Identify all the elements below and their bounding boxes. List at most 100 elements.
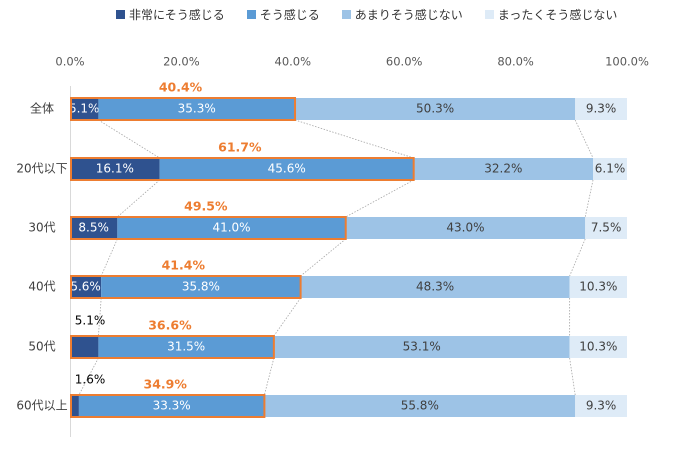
bar-segment <box>273 336 570 358</box>
data-label: 43.0% <box>446 221 484 235</box>
legend-label-not-at-all: まったくそう感じない <box>497 8 618 22</box>
x-tick-label: 80.0% <box>497 55 534 69</box>
bar-segment <box>78 395 265 417</box>
data-label: 8.5% <box>78 221 109 235</box>
x-tick-label: 20.0% <box>163 55 200 69</box>
legend-swatch-very-much <box>116 10 125 19</box>
legend-label-somewhat: そう感じる <box>259 8 320 22</box>
data-label: 5.1% <box>69 102 100 116</box>
category-label: 60代以上 <box>16 399 67 413</box>
data-label: 45.6% <box>268 162 306 176</box>
bar-segment <box>159 158 414 180</box>
data-label: 41.0% <box>212 221 250 235</box>
category-label: 50代 <box>28 340 55 354</box>
bar-segment <box>70 217 118 239</box>
data-label: 48.3% <box>416 280 454 294</box>
highlight-total-label: 34.9% <box>144 377 188 392</box>
highlight-total-label: 40.4% <box>159 80 203 95</box>
legend-swatch-not-at-all <box>484 10 494 19</box>
highlight-total-label: 36.6% <box>148 318 192 333</box>
highlight-box <box>70 335 275 359</box>
series-connector-line <box>117 179 160 218</box>
series-connector-line <box>574 119 594 159</box>
data-label-outside: 5.1% <box>75 314 106 328</box>
series-connector-line <box>98 119 160 159</box>
data-label: 32.2% <box>484 162 522 176</box>
bar-segment <box>569 336 627 358</box>
legend-item-not-at-all: まったくそう感じない <box>484 6 618 23</box>
bar-segment <box>585 217 627 239</box>
bar-segment <box>295 98 576 120</box>
highlight-box <box>70 97 297 121</box>
x-tick-label: 0.0% <box>55 55 84 69</box>
legend-item-very-much: 非常にそう感じる <box>116 6 225 23</box>
series-connector-line <box>78 357 99 396</box>
series-connector-line <box>584 179 594 218</box>
category-label: 20代以下 <box>16 162 67 176</box>
data-label: 53.1% <box>403 340 441 354</box>
legend-label-not-much: あまりそう感じない <box>354 8 463 22</box>
series-connector-line <box>273 297 301 337</box>
series-connector-line <box>100 238 118 277</box>
bar-segment <box>300 276 570 298</box>
legend: 非常にそう感じる そう感じる あまりそう感じない まったくそう感じない <box>116 6 617 23</box>
x-tick-label: 60.0% <box>386 55 423 69</box>
bar-segment <box>569 276 627 298</box>
bar-segment <box>264 395 576 417</box>
highlight-box <box>70 157 415 181</box>
legend-swatch-not-much <box>341 10 351 19</box>
data-label: 9.3% <box>586 399 617 413</box>
data-label-outside: 1.6% <box>75 373 106 387</box>
bar-segment <box>98 336 274 358</box>
bar-segment <box>98 98 296 120</box>
legend-item-not-much: あまりそう感じない <box>341 6 463 23</box>
series-connector-line <box>569 357 576 396</box>
data-label: 35.8% <box>182 280 220 294</box>
x-tick-label: 100.0% <box>605 55 649 69</box>
highlight-total-label: 41.4% <box>162 258 206 273</box>
data-label: 5.6% <box>70 280 101 294</box>
series-connector-line <box>300 238 346 277</box>
bar-segment <box>575 395 627 417</box>
bar-segment <box>70 395 79 417</box>
data-label: 33.3% <box>153 399 191 413</box>
series-connector-line <box>345 179 414 218</box>
category-label: 30代 <box>28 221 55 235</box>
legend-label-very-much: 非常にそう感じる <box>129 8 225 22</box>
data-label: 10.3% <box>579 340 617 354</box>
bar-segment <box>70 276 102 298</box>
bar-segment <box>70 336 99 358</box>
bar-segment <box>413 158 594 180</box>
bar-segment <box>345 217 586 239</box>
series-connector-line <box>264 357 275 396</box>
bar-segment <box>593 158 627 180</box>
series-connector-line <box>294 119 414 159</box>
data-label: 10.3% <box>579 280 617 294</box>
legend-swatch-somewhat <box>246 10 256 19</box>
bar-segment <box>101 276 301 298</box>
data-label: 31.5% <box>167 340 205 354</box>
highlight-box <box>70 394 266 418</box>
highlight-box <box>70 216 347 240</box>
data-label: 50.3% <box>416 102 454 116</box>
category-label: 40代 <box>28 280 55 294</box>
highlight-total-label: 61.7% <box>218 140 262 155</box>
data-label: 35.3% <box>178 102 216 116</box>
legend-item-somewhat: そう感じる <box>246 6 320 23</box>
data-label: 6.1% <box>595 162 626 176</box>
highlight-total-label: 49.5% <box>184 199 228 214</box>
series-connector-line <box>98 297 102 337</box>
data-label: 55.8% <box>401 399 439 413</box>
series-connector-line <box>569 238 586 277</box>
bar-segment <box>575 98 627 120</box>
bar-segment <box>70 158 160 180</box>
x-tick-label: 40.0% <box>275 55 312 69</box>
data-label: 9.3% <box>586 102 617 116</box>
highlight-box <box>70 275 302 299</box>
data-label: 7.5% <box>591 221 622 235</box>
data-label: 16.1% <box>96 162 134 176</box>
bar-segment <box>70 98 99 120</box>
bar-segment <box>117 217 346 239</box>
category-label: 全体 <box>30 101 54 116</box>
